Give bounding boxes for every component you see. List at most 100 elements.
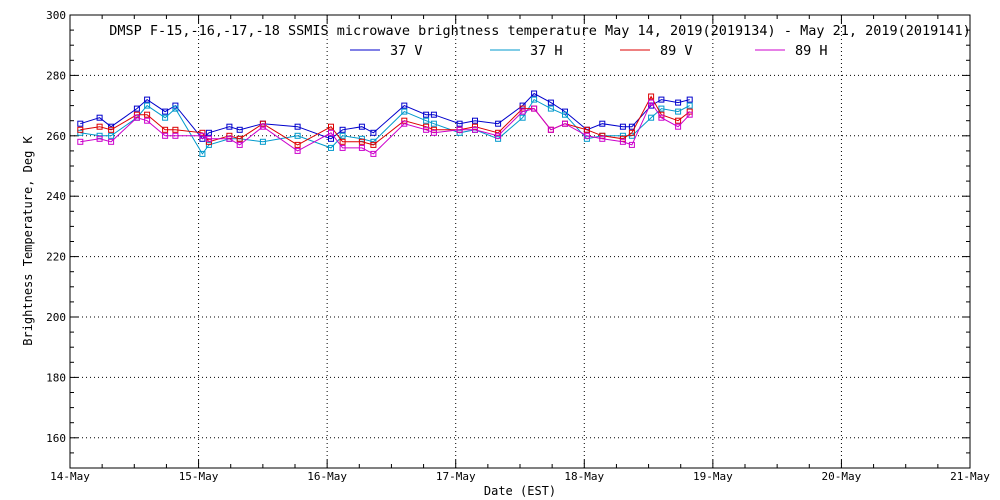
x-tick-label: 15-May [179, 470, 219, 483]
data-point-37-h [562, 111, 568, 118]
data-point-37-v [162, 108, 169, 115]
data-point-37-v [77, 120, 84, 127]
data-point-37-v [144, 96, 151, 103]
data-point-89-h [531, 105, 538, 112]
minor-ticks [69, 14, 971, 469]
data-point-89-v [77, 126, 84, 133]
data-point-89-h [628, 141, 635, 148]
data-point-37-h [144, 102, 151, 109]
y-tick-label: 300 [46, 9, 66, 22]
data-point-37-h [675, 108, 682, 115]
series-layer [77, 90, 693, 157]
data-point-89-v [472, 123, 478, 130]
data-point-37-v [599, 120, 606, 127]
data-point-37-v [108, 123, 115, 130]
x-axis-title: Date (EST) [484, 484, 556, 498]
legend-label: 89 V [660, 43, 693, 59]
x-tick-label: 14-May [50, 470, 90, 483]
data-point-37-v [423, 111, 430, 118]
data-point-89-h [519, 108, 526, 115]
data-point-89-h [294, 147, 301, 154]
data-point-37-h [199, 150, 206, 157]
data-point-37-v [495, 120, 502, 127]
data-point-89-h [370, 150, 377, 157]
y-tick-label: 260 [46, 130, 66, 143]
data-point-37-v [472, 117, 478, 124]
series-line-89-h [80, 101, 691, 155]
data-point-37-v [658, 96, 665, 103]
data-point-89-h [675, 123, 682, 130]
data-point-89-h [133, 114, 140, 121]
data-point-89-h [96, 135, 103, 142]
data-point-37-h [423, 117, 430, 124]
data-point-37-h [519, 114, 526, 121]
data-point-37-v [205, 129, 212, 136]
x-tick-label: 19-May [693, 470, 733, 483]
data-point-37-h [328, 144, 334, 151]
data-point-89-v [108, 126, 115, 133]
data-point-89-v [144, 111, 151, 118]
data-point-37-h [294, 132, 301, 139]
data-point-37-v [619, 123, 626, 130]
data-point-37-h [162, 114, 169, 121]
x-tick-label: 18-May [564, 470, 604, 483]
y-axis-title: Brightness Temperature, Deg K [21, 135, 35, 345]
y-tick-label: 160 [46, 432, 66, 445]
data-point-37-v [133, 105, 140, 112]
data-point-89-h [456, 126, 463, 133]
x-tick-label: 21-May [950, 470, 990, 483]
data-point-37-h [686, 102, 693, 109]
data-point-89-h [77, 138, 84, 145]
legend-label: 37 H [530, 43, 563, 59]
data-point-89-h [236, 141, 243, 148]
data-point-89-v [583, 126, 590, 133]
data-point-89-h [358, 144, 365, 151]
series-line-37-v [80, 92, 690, 140]
data-point-89-h [339, 144, 346, 151]
data-point-89-h [562, 120, 568, 127]
data-point-89-v [162, 126, 169, 133]
series-37-v [77, 90, 693, 142]
data-point-89-h [583, 132, 590, 139]
data-point-89-v [339, 138, 346, 145]
data-point-89-v [294, 141, 301, 148]
data-point-37-h [531, 96, 538, 103]
data-point-37-h [205, 141, 212, 148]
data-point-37-v [562, 108, 568, 115]
plot-area [70, 15, 970, 468]
data-point-89-v [96, 123, 103, 130]
data-point-37-h [108, 132, 115, 139]
data-point-37-v [430, 111, 437, 118]
data-point-89-h [686, 111, 693, 118]
data-point-89-h [144, 117, 151, 124]
data-point-89-h [401, 120, 408, 127]
y-tick-label: 200 [46, 311, 66, 324]
data-point-37-v [547, 99, 554, 106]
data-point-37-v [370, 129, 377, 136]
x-tick-label: 17-May [436, 470, 476, 483]
data-point-89-h [430, 129, 437, 136]
data-point-89-v [628, 129, 635, 136]
y-tick-labels: 160 180 200 220 240 260 280 300 [46, 9, 66, 445]
data-point-37-v [226, 123, 233, 130]
data-point-89-h [226, 135, 233, 142]
data-point-89-h [108, 138, 115, 145]
data-point-37-v [236, 126, 243, 133]
data-point-37-h [430, 120, 437, 127]
data-point-37-v [339, 126, 346, 133]
data-point-37-v [675, 99, 682, 106]
data-point-37-v [686, 96, 693, 103]
data-point-89-h [472, 126, 478, 133]
x-tick-labels: 14-May 15-May 16-May 17-May 18-May 19-May 20-M… [50, 470, 990, 483]
legend: 37 V 37 H 89 V 89 H [350, 43, 828, 59]
y-tick-label: 240 [46, 190, 66, 203]
data-point-89-h [423, 126, 430, 133]
data-point-37-h [172, 105, 179, 112]
data-point-89-v [686, 108, 693, 115]
data-point-37-v [328, 135, 334, 142]
data-point-89-h [199, 132, 206, 139]
chart-title: DMSP F-15,-16,-17,-18 SSMIS microwave br… [109, 23, 971, 39]
data-point-89-v [675, 117, 682, 124]
series-89-h [77, 99, 693, 157]
